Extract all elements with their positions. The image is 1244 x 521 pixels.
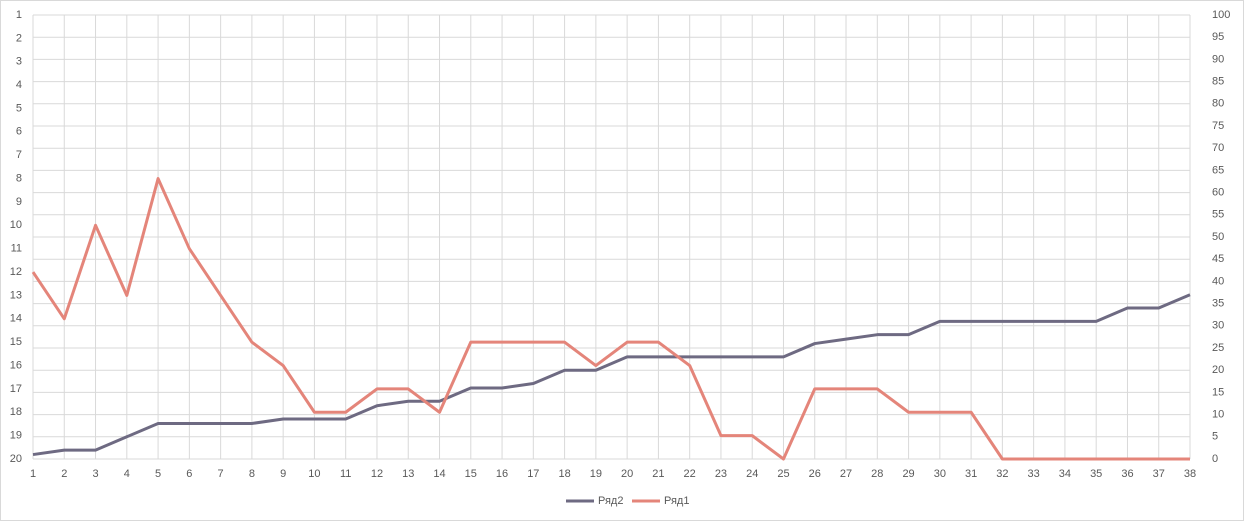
- y2-tick-label: 90: [1212, 53, 1224, 65]
- y-tick-label: 8: [16, 172, 22, 184]
- y2-tick-label: 5: [1212, 431, 1218, 443]
- x-tick-label: 10: [308, 468, 320, 480]
- x-tick-label: 5: [155, 468, 161, 480]
- x-tick-label: 13: [402, 468, 414, 480]
- y-tick-label: 4: [16, 79, 22, 91]
- x-tick-label: 19: [590, 468, 602, 480]
- y-tick-label: 3: [16, 56, 22, 68]
- x-tick-label: 29: [902, 468, 914, 480]
- y2-tick-label: 55: [1212, 209, 1224, 221]
- x-tick-label: 8: [249, 468, 255, 480]
- y-tick-label: 10: [10, 219, 22, 231]
- y-tick-label: 5: [16, 102, 22, 114]
- x-tick-label: 34: [1059, 468, 1071, 480]
- x-tick-label: 11: [340, 468, 351, 480]
- x-tick-label: 12: [371, 468, 383, 480]
- x-tick-label: 20: [621, 468, 633, 480]
- y-tick-label: 7: [16, 149, 22, 161]
- x-tick-label: 3: [92, 468, 98, 480]
- x-tick-label: 22: [684, 468, 696, 480]
- y2-tick-label: 95: [1212, 31, 1224, 43]
- y2-tick-label: 40: [1212, 275, 1224, 287]
- x-tick-label: 31: [965, 468, 977, 480]
- y2-tick-label: 50: [1212, 231, 1224, 243]
- y-tick-label: 11: [11, 243, 22, 255]
- legend-label: Ряд2: [598, 495, 623, 507]
- y-tick-label: 9: [16, 196, 22, 208]
- y-tick-label: 14: [10, 313, 22, 325]
- y2-tick-label: 75: [1212, 120, 1224, 132]
- y-tick-label: 15: [10, 336, 22, 348]
- x-tick-label: 37: [1153, 468, 1165, 480]
- y2-tick-label: 20: [1212, 364, 1224, 376]
- x-tick-label: 28: [871, 468, 883, 480]
- x-tick-label: 7: [218, 468, 224, 480]
- x-tick-label: 38: [1184, 468, 1196, 480]
- x-tick-label: 9: [280, 468, 286, 480]
- x-tick-label: 23: [715, 468, 727, 480]
- y-tick-label: 12: [10, 266, 22, 278]
- y2-tick-label: 45: [1212, 253, 1224, 265]
- y-tick-label: 19: [10, 430, 22, 442]
- y-tick-label: 13: [10, 289, 22, 301]
- x-tick-label: 36: [1121, 468, 1133, 480]
- x-tick-label: 26: [809, 468, 821, 480]
- y2-tick-label: 30: [1212, 320, 1224, 332]
- y2-tick-label: 70: [1212, 142, 1224, 154]
- y2-tick-label: 100: [1212, 9, 1230, 21]
- y2-tick-label: 60: [1212, 187, 1224, 199]
- y-tick-label: 18: [10, 406, 22, 418]
- x-tick-label: 17: [527, 468, 539, 480]
- y2-tick-label: 85: [1212, 76, 1224, 88]
- x-tick-label: 21: [652, 468, 664, 480]
- y-tick-label: 17: [10, 383, 22, 395]
- x-tick-label: 25: [777, 468, 789, 480]
- y-tick-label: 20: [10, 453, 22, 465]
- x-tick-label: 15: [465, 468, 477, 480]
- y-tick-label: 1: [16, 9, 22, 21]
- y2-tick-label: 10: [1212, 409, 1224, 421]
- x-tick-label: 33: [1028, 468, 1040, 480]
- x-tick-label: 14: [433, 468, 445, 480]
- y2-tick-label: 15: [1212, 386, 1224, 398]
- y-tick-label: 2: [16, 32, 22, 44]
- y2-tick-label: 80: [1212, 98, 1224, 110]
- series-line: [31, 177, 1190, 461]
- x-tick-label: 16: [496, 468, 508, 480]
- y-tick-label: 16: [10, 359, 22, 371]
- x-tick-label: 32: [996, 468, 1008, 480]
- y2-tick-label: 0: [1212, 453, 1218, 465]
- x-tick-label: 18: [558, 468, 570, 480]
- x-tick-label: 30: [934, 468, 946, 480]
- y-tick-label: 6: [16, 126, 22, 138]
- y2-tick-label: 25: [1212, 342, 1224, 354]
- x-tick-label: 6: [186, 468, 192, 480]
- x-tick-label: 1: [30, 468, 36, 480]
- y2-tick-label: 35: [1212, 298, 1224, 310]
- x-tick-label: 4: [124, 468, 130, 480]
- y2-tick-label: 65: [1212, 164, 1224, 176]
- legend-label: Ряд1: [664, 495, 689, 507]
- x-tick-label: 2: [61, 468, 67, 480]
- x-tick-label: 24: [746, 468, 758, 480]
- x-tick-label: 35: [1090, 468, 1102, 480]
- series-line: [32, 293, 1191, 457]
- x-tick-label: 27: [840, 468, 852, 480]
